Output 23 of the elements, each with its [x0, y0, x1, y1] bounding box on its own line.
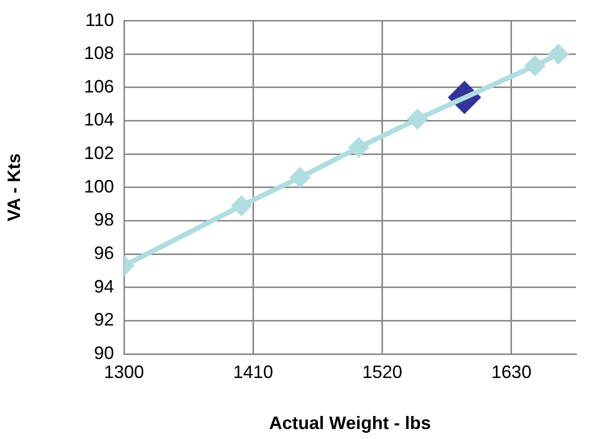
y-tick-label: 110 — [85, 10, 114, 30]
point — [408, 110, 428, 129]
y-tick-label: 94 — [94, 276, 114, 296]
x-tick-label: 1300 — [104, 362, 144, 382]
point — [290, 168, 310, 187]
x-tick-label: 1630 — [491, 362, 532, 382]
y-axis-title: VA - Kts — [4, 153, 24, 222]
y-tick-label: 102 — [84, 143, 114, 164]
point — [349, 138, 368, 157]
x-tick-label: 1410 — [233, 362, 274, 382]
y-tick-label: 100 — [84, 176, 114, 196]
point — [232, 196, 251, 216]
point — [525, 56, 544, 76]
point — [548, 44, 568, 64]
y-tick-label: 92 — [94, 310, 114, 330]
y-tick-label: 90 — [94, 342, 114, 363]
y-tick-label: 108 — [84, 43, 114, 64]
x-tick-label: 1520 — [362, 362, 402, 382]
y-tick-label: 96 — [94, 243, 114, 264]
x-axis-title: Actual Weight - lbs — [269, 413, 431, 434]
y-tick-label: 106 — [84, 76, 114, 96]
y-tick-label: 104 — [84, 110, 114, 130]
y-tick-label: 98 — [94, 210, 114, 230]
